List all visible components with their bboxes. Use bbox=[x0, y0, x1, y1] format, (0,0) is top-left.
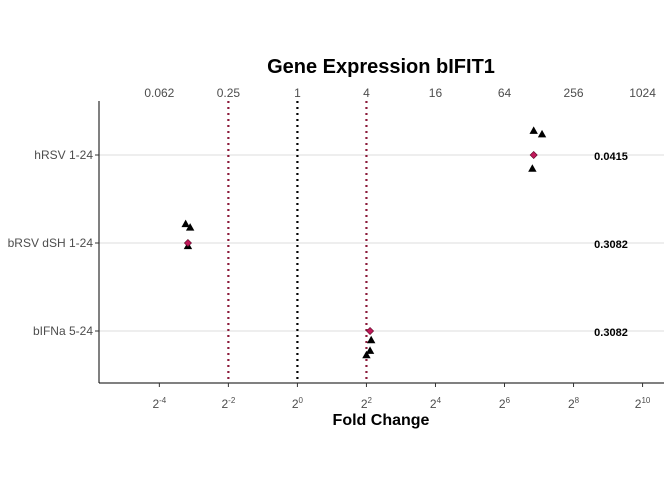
data-point-triangle bbox=[528, 164, 537, 172]
bottom-tick-label: 28 bbox=[568, 396, 580, 411]
x-axis-label: Fold Change bbox=[333, 412, 430, 429]
top-tick-label: 1 bbox=[294, 86, 301, 100]
data-point-triangle bbox=[537, 129, 547, 138]
top-tick-label: 256 bbox=[564, 86, 584, 100]
data-point-triangle bbox=[366, 335, 376, 344]
top-tick-label: 1024 bbox=[629, 86, 656, 100]
top-tick-label: 0.25 bbox=[217, 86, 241, 100]
plot-area: 0.062 0.25 1 4 16 64 256 1024 2-4 2-2 20 22 24 26 28 21… bbox=[8, 86, 664, 411]
bottom-tick-label: 22 bbox=[361, 396, 373, 411]
bottom-tick-label: 2-4 bbox=[152, 396, 166, 411]
data-point-triangle bbox=[529, 126, 538, 134]
data-point-triangle bbox=[362, 350, 371, 359]
top-tick-label: 4 bbox=[363, 86, 370, 100]
data-point-triangle bbox=[185, 223, 195, 231]
p-value-label: 0.3082 bbox=[594, 239, 628, 251]
data-point-diamond bbox=[366, 326, 375, 336]
bottom-tick-label: 26 bbox=[499, 396, 511, 411]
data-point-triangle bbox=[365, 346, 375, 354]
data-point-diamond bbox=[529, 150, 538, 160]
category-label: bIFNa 5-24 bbox=[33, 324, 93, 338]
category-label: bRSV dSH 1-24 bbox=[8, 236, 94, 250]
top-tick-label: 64 bbox=[498, 86, 512, 100]
p-value-label: 0.3082 bbox=[594, 327, 628, 339]
top-tick-label: 16 bbox=[429, 86, 443, 100]
top-tick-label: 0.062 bbox=[144, 86, 174, 100]
bottom-tick-label: 2-2 bbox=[221, 396, 235, 411]
bottom-tick-label: 20 bbox=[292, 396, 304, 411]
p-value-label: 0.0415 bbox=[594, 151, 628, 163]
chart-title: Gene Expression bIFIT1 bbox=[267, 56, 495, 78]
category-label: hRSV 1-24 bbox=[34, 148, 93, 162]
bottom-tick-label: 24 bbox=[430, 396, 442, 411]
bottom-tick-label: 210 bbox=[635, 396, 651, 411]
data-point-diamond bbox=[183, 238, 192, 248]
data-point-triangle bbox=[181, 219, 190, 228]
